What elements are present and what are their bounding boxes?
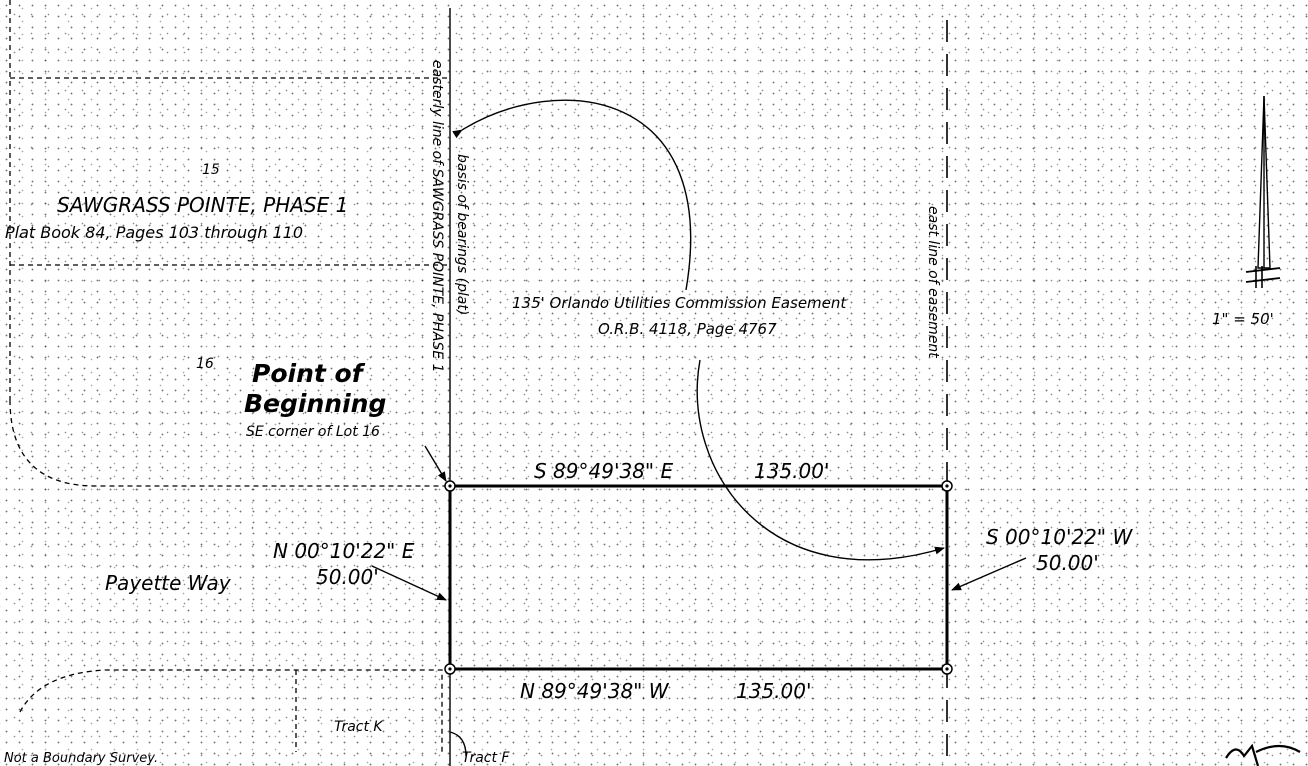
basis-of-bearings-label: basis of bearings (plat) bbox=[454, 154, 470, 315]
easement-reference: O.R.B. 4118, Page 4767 bbox=[598, 320, 777, 338]
lot-16-label: 16 bbox=[196, 356, 214, 372]
north-course-distance: 135.00' bbox=[754, 459, 829, 483]
payette-way-label: Payette Way bbox=[105, 571, 232, 595]
plat-reference: Plat Book 84, Pages 103 through 110 bbox=[5, 223, 303, 242]
north-course-bearing: S 89°49'38" E bbox=[534, 459, 673, 483]
lot-15-label: 15 bbox=[202, 162, 220, 178]
corner-node-sw bbox=[444, 663, 456, 675]
tract-f-label: Tract F bbox=[462, 750, 510, 766]
signature-mark bbox=[1225, 743, 1301, 766]
scale-label: 1" = 50' bbox=[1212, 310, 1274, 328]
lot-line-16-south bbox=[9, 399, 448, 487]
pob-leader-arrow bbox=[424, 445, 447, 482]
east-line-easement-label: east line of easement bbox=[925, 206, 941, 358]
disclaimer-note: Not a Boundary Survey. bbox=[4, 751, 158, 766]
pob-note: SE corner of Lot 16 bbox=[246, 424, 380, 440]
west-course-leader-arrow bbox=[371, 565, 447, 601]
easement-name: 135' Orlando Utilities Commission Easeme… bbox=[512, 294, 847, 312]
east-course-leader-arrow bbox=[951, 557, 1027, 591]
west-course-bearing: N 00°10'22" E bbox=[273, 539, 415, 563]
south-course-distance: 135.00' bbox=[736, 679, 811, 703]
road-edge-south bbox=[19, 669, 443, 752]
pob-line1: Point of bbox=[252, 359, 366, 388]
corner-node-nw bbox=[444, 480, 456, 492]
tract-f-hook bbox=[449, 731, 467, 757]
tract-k-label: Tract K bbox=[334, 719, 384, 735]
easterly-line-label: easterly line of SAWGRASS POINTE, PHASE … bbox=[429, 60, 445, 373]
corner-node-ne bbox=[941, 480, 953, 492]
subdivision-name: SAWGRASS POINTE, PHASE 1 bbox=[57, 193, 348, 217]
pob-line2: Beginning bbox=[244, 389, 386, 418]
parcel-boundary bbox=[448, 484, 949, 671]
easement-arc-upper bbox=[452, 99, 692, 291]
corner-node-se bbox=[941, 663, 953, 675]
east-course-bearing: S 00°10'22" W bbox=[986, 525, 1133, 549]
west-course-distance: 50.00' bbox=[316, 565, 379, 589]
easement-arc-lower bbox=[696, 359, 945, 561]
south-course-bearing: N 89°49'38" W bbox=[520, 679, 670, 703]
north-arrow-icon bbox=[1245, 95, 1281, 288]
east-course-distance: 50.00' bbox=[1036, 551, 1099, 575]
